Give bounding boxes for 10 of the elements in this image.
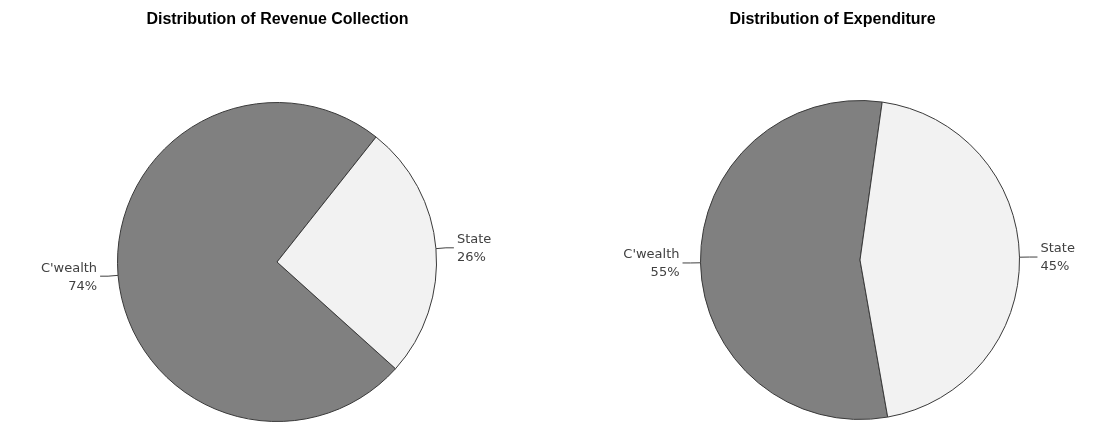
slice-label: State [1040,240,1075,256]
data-label: 26% [456,249,486,265]
slice-label: C'wealth [40,259,98,275]
chart-title: Distribution of Expenditure [728,10,937,28]
data-label: 55% [650,264,680,280]
slice-label: State [456,231,492,247]
slice-label: C'wealth [623,246,680,262]
data-label: 45% [1040,258,1070,274]
chart-title: Distribution of Revenue Collection [145,10,410,28]
data-label: 74% [68,277,98,293]
